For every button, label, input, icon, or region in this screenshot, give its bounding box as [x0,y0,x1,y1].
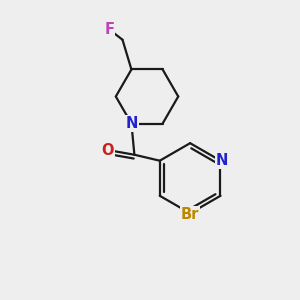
Text: F: F [104,22,114,37]
Text: O: O [101,143,114,158]
Text: N: N [216,153,228,168]
Text: Br: Br [181,207,199,222]
Text: N: N [125,116,138,131]
